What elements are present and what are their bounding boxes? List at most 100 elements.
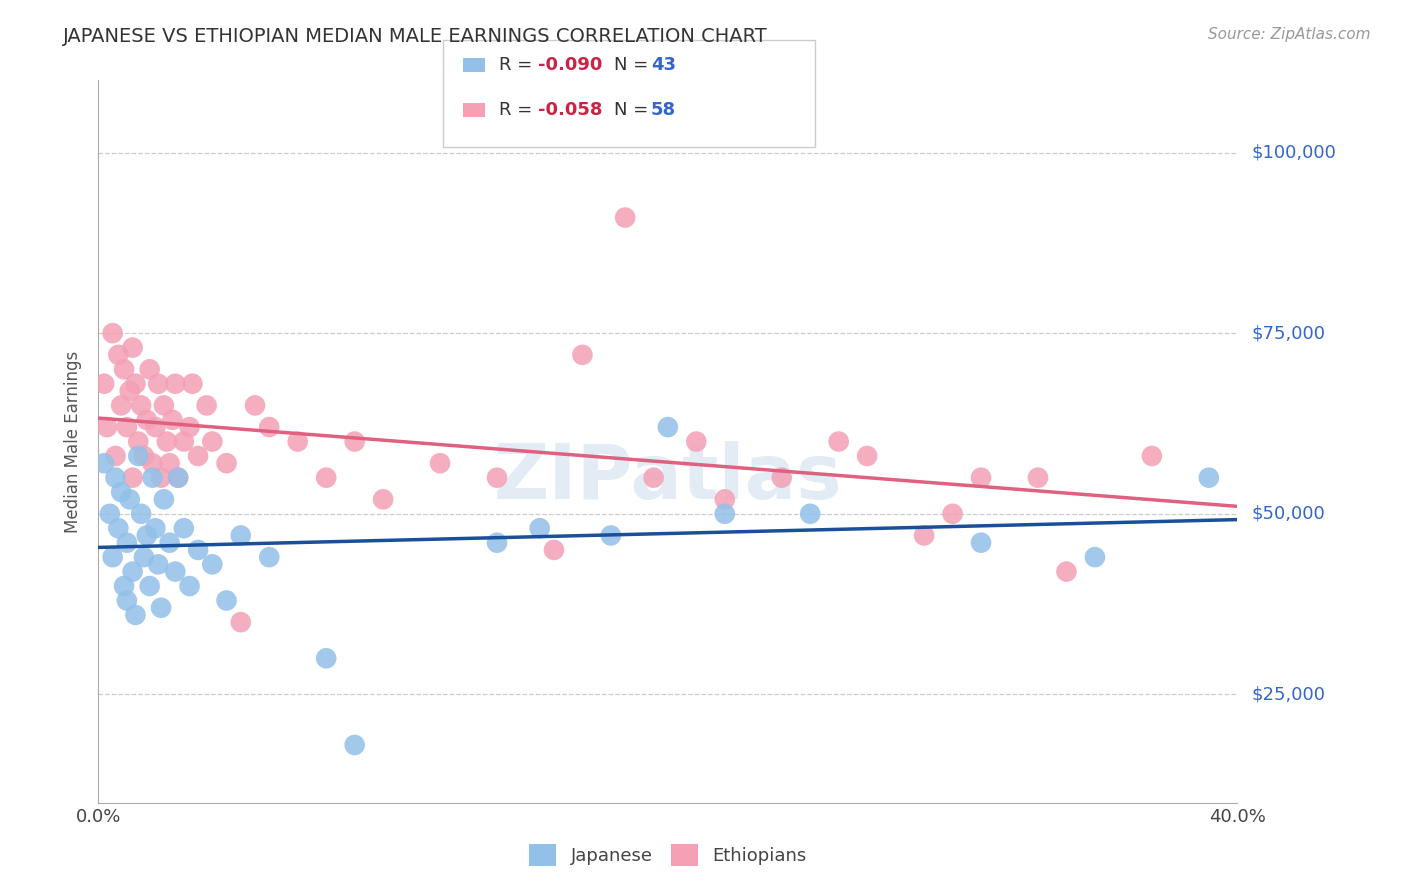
Point	[138, 362, 160, 376]
Point	[828, 434, 851, 449]
Point	[315, 470, 337, 484]
Point	[195, 398, 218, 412]
Point	[343, 738, 366, 752]
Point	[373, 492, 395, 507]
Point	[173, 521, 195, 535]
Point	[96, 420, 118, 434]
Point	[600, 528, 623, 542]
Point	[543, 542, 565, 557]
Point	[129, 507, 152, 521]
Point	[287, 434, 309, 449]
Point	[229, 615, 252, 630]
Point	[121, 341, 143, 355]
Point	[685, 434, 707, 449]
Point	[135, 528, 157, 542]
Point	[187, 542, 209, 557]
Point	[173, 434, 195, 449]
Point	[148, 376, 170, 391]
Point	[104, 449, 127, 463]
Point	[343, 434, 366, 449]
Point	[571, 348, 593, 362]
Y-axis label: Median Male Earnings: Median Male Earnings	[65, 351, 83, 533]
Point	[129, 398, 152, 412]
Point	[159, 535, 181, 549]
Point	[115, 593, 138, 607]
Point	[107, 521, 129, 535]
Text: JAPANESE VS ETHIOPIAN MEDIAN MALE EARNINGS CORRELATION CHART: JAPANESE VS ETHIOPIAN MEDIAN MALE EARNIN…	[63, 27, 768, 45]
Point	[1198, 470, 1220, 484]
Point	[529, 521, 551, 535]
Point	[93, 376, 115, 391]
Point	[201, 558, 224, 572]
Point	[118, 492, 141, 507]
Point	[970, 470, 993, 484]
Point	[167, 470, 190, 484]
Text: R =: R =	[499, 101, 538, 119]
Point	[1140, 449, 1163, 463]
Point	[107, 348, 129, 362]
Point	[145, 521, 167, 535]
Point	[110, 485, 132, 500]
Point	[127, 449, 149, 463]
Point	[115, 420, 138, 434]
Point	[135, 413, 157, 427]
Point	[799, 507, 821, 521]
Point	[104, 470, 127, 484]
Text: $75,000: $75,000	[1251, 324, 1326, 343]
Point	[150, 470, 173, 484]
Point	[429, 456, 451, 470]
Point	[187, 449, 209, 463]
Text: 58: 58	[651, 101, 676, 119]
Point	[315, 651, 337, 665]
Text: $100,000: $100,000	[1251, 144, 1336, 161]
Point	[150, 600, 173, 615]
Point	[201, 434, 224, 449]
Point	[259, 550, 281, 565]
Point	[179, 579, 201, 593]
Point	[148, 558, 170, 572]
Legend: Japanese, Ethiopians: Japanese, Ethiopians	[522, 837, 814, 873]
Text: N =: N =	[614, 101, 654, 119]
Text: -0.090: -0.090	[538, 56, 603, 74]
Point	[657, 420, 679, 434]
Text: $50,000: $50,000	[1251, 505, 1324, 523]
Point	[486, 470, 509, 484]
Point	[101, 550, 124, 565]
Point	[112, 579, 135, 593]
Point	[614, 211, 637, 225]
Point	[179, 420, 201, 434]
Point	[486, 535, 509, 549]
Text: R =: R =	[499, 56, 538, 74]
Point	[1084, 550, 1107, 565]
Text: $25,000: $25,000	[1251, 685, 1326, 704]
Point	[912, 528, 935, 542]
Point	[112, 362, 135, 376]
Point	[156, 434, 179, 449]
Point	[121, 565, 143, 579]
Point	[153, 398, 176, 412]
Text: -0.058: -0.058	[538, 101, 603, 119]
Point	[167, 470, 190, 484]
Point	[159, 456, 181, 470]
Point	[229, 528, 252, 542]
Point	[770, 470, 793, 484]
Point	[124, 607, 146, 622]
Point	[110, 398, 132, 412]
Text: ZIPatlas: ZIPatlas	[494, 441, 842, 515]
Text: N =: N =	[614, 56, 654, 74]
Text: Source: ZipAtlas.com: Source: ZipAtlas.com	[1208, 27, 1371, 42]
Point	[1026, 470, 1049, 484]
Point	[714, 507, 737, 521]
Point	[141, 470, 163, 484]
Point	[98, 507, 121, 521]
Point	[970, 535, 993, 549]
Point	[714, 492, 737, 507]
Point	[141, 456, 163, 470]
Point	[1056, 565, 1078, 579]
Point	[127, 434, 149, 449]
Point	[118, 384, 141, 398]
Point	[121, 470, 143, 484]
Point	[93, 456, 115, 470]
Point	[243, 398, 266, 412]
Point	[101, 326, 124, 340]
